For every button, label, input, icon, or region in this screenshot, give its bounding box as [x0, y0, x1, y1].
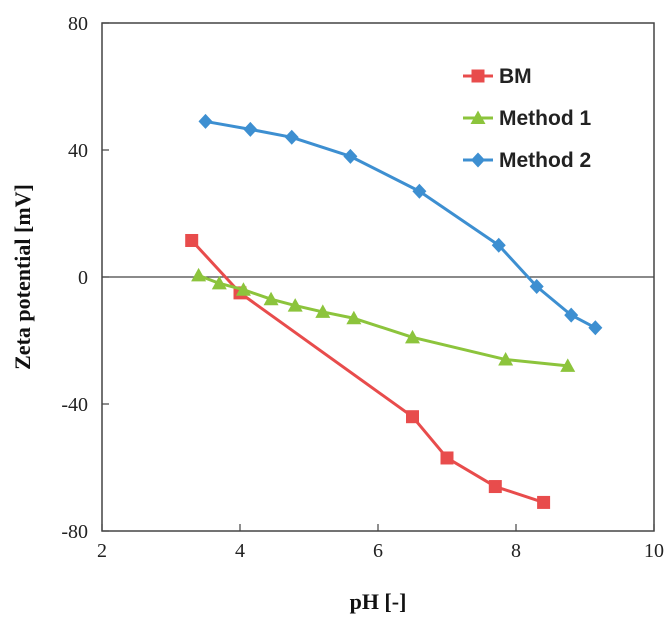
y-tick-label: -80: [61, 521, 88, 543]
legend-label-method-1: Method 1: [499, 107, 591, 130]
y-tick-label: -40: [61, 394, 88, 416]
data-point-method-1: [498, 352, 514, 366]
y-tick-label: 80: [68, 13, 88, 35]
x-axis-title: pH [-]: [350, 589, 407, 614]
data-point-method-2: [198, 113, 213, 129]
legend-marker-bm: [471, 69, 485, 83]
data-point-method-1: [405, 329, 420, 344]
y-tick-label: 40: [68, 140, 88, 162]
legend: BM Method 1 Method 2: [463, 65, 591, 172]
data-point-method-1: [191, 267, 207, 282]
data-point-method-1: [263, 291, 279, 306]
data-point-method-1: [211, 275, 227, 290]
ticks-layer: 2 4 6 8 10 -80 -40 0 40 80: [61, 13, 664, 562]
data-point-method-2: [588, 320, 603, 336]
data-point-method-2: [343, 148, 358, 164]
data-point-bm: [440, 451, 454, 465]
data-point-method-2: [243, 121, 258, 137]
series-line-method-1: [198, 274, 568, 368]
legend-marker-method-2: [471, 152, 485, 168]
legend-marker-method-1: [470, 110, 486, 124]
data-point-method-2: [284, 129, 299, 145]
data-point-method-2: [529, 279, 544, 295]
data-point-bm: [185, 233, 199, 247]
series-method-1: [191, 267, 576, 372]
data-point-method-2: [412, 183, 427, 199]
x-tick-label: 2: [97, 540, 107, 562]
x-tick-label: 10: [644, 540, 664, 562]
data-point-method-2: [564, 307, 579, 323]
x-tick-label: 4: [235, 540, 245, 562]
x-tick-label: 6: [373, 540, 383, 562]
y-tick-label: 0: [78, 267, 88, 289]
data-point-bm: [406, 410, 419, 424]
x-tick-label: 8: [511, 540, 521, 562]
legend-label-bm: BM: [499, 65, 532, 88]
data-point-bm: [488, 480, 502, 494]
series-method-2: [198, 113, 603, 336]
data-point-method-1: [315, 304, 331, 318]
data-point-method-1: [346, 310, 362, 325]
data-point-method-1: [287, 298, 303, 312]
data-point-method-1: [560, 358, 576, 372]
data-point-bm: [537, 495, 551, 509]
data-point-method-1: [235, 282, 251, 296]
series-layer: [185, 113, 603, 509]
y-axis-title: Zeta potential [mV]: [10, 184, 35, 370]
data-point-method-2: [491, 237, 506, 253]
series-bm: [185, 233, 551, 509]
legend-label-method-2: Method 2: [499, 149, 591, 172]
series-line-bm: [190, 239, 545, 504]
